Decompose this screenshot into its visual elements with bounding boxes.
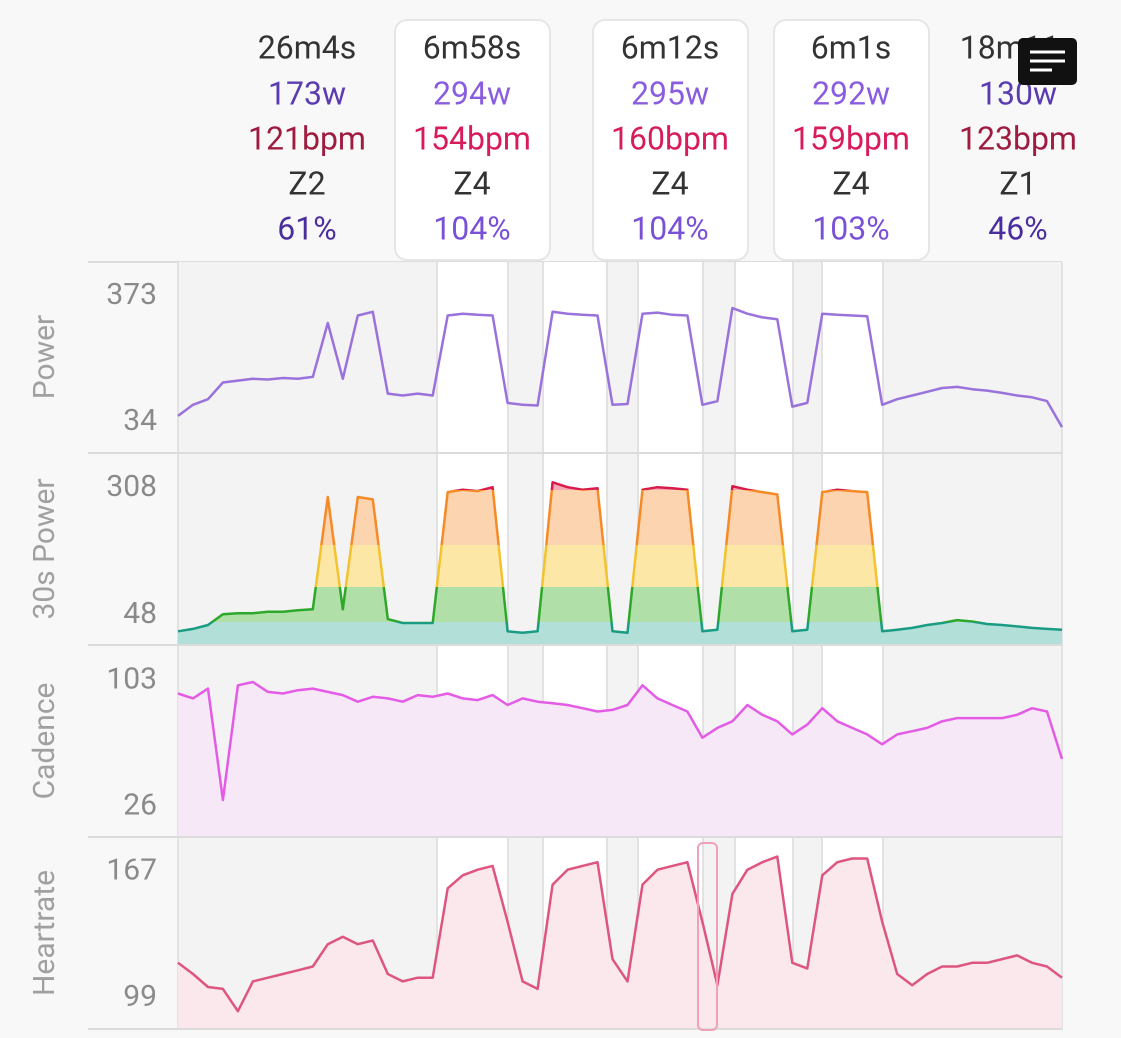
- y-tick-label: 308: [106, 469, 157, 504]
- summary-percent: 104%: [433, 209, 510, 247]
- summary-zone: Z1: [999, 164, 1036, 202]
- data-line: [177, 680, 1064, 802]
- interval-bg: [638, 262, 703, 452]
- summary-heartrate: 160bpm: [611, 119, 729, 157]
- y-axis-label: Heartrate: [27, 870, 62, 996]
- chart-panel: 48 308 30s Power: [27, 454, 1063, 646]
- chart-panel: 26 103 Cadence: [27, 646, 1064, 838]
- data-line: [177, 855, 1063, 1013]
- interval-card[interactable]: [394, 19, 551, 261]
- summary-duration: 26m4s: [258, 28, 357, 66]
- y-tick-label: 373: [106, 277, 157, 312]
- summary-heartrate: 154bpm: [413, 119, 531, 157]
- interval-card[interactable]: [773, 19, 930, 261]
- summary-percent: 46%: [988, 209, 1047, 247]
- summary-power: 294w: [433, 74, 511, 112]
- y-tick-label: 34: [123, 403, 157, 438]
- y-axis-label: Power: [27, 315, 62, 399]
- summary-power: 295w: [631, 74, 709, 112]
- y-axis-label: Cadence: [27, 683, 62, 800]
- data-line: [177, 481, 1063, 635]
- summary-power: 292w: [812, 74, 890, 112]
- summary-power: 173w: [268, 74, 346, 112]
- summary-zone: Z4: [651, 164, 688, 202]
- area-fill: [178, 856, 1062, 1028]
- plot-bg: [178, 262, 1062, 452]
- chart-panel: 34 373 Power: [27, 262, 1064, 454]
- panels: 34 373 Power 48 308 30s Power 26 103 Cadence 99 16…: [27, 261, 1064, 1030]
- selection-cursor[interactable]: [697, 842, 718, 1031]
- summary-duration: 6m12s: [621, 28, 720, 66]
- interval-bg: [437, 262, 508, 452]
- summary-percent: 104%: [631, 209, 708, 247]
- menu-icon[interactable]: [1018, 38, 1077, 85]
- summary-heartrate: 159bpm: [792, 119, 910, 157]
- area-fill: [178, 682, 1062, 836]
- y-tick-label: 103: [106, 661, 157, 696]
- y-axis-label: 30s Power: [27, 478, 62, 619]
- summary-zone: Z4: [453, 164, 490, 202]
- summary-duration: 6m58s: [423, 28, 522, 66]
- summary-heartrate: 123bpm: [959, 119, 1077, 157]
- y-tick-label: 48: [123, 596, 157, 631]
- summary-duration: 6m1s: [811, 28, 892, 66]
- interval-card[interactable]: [592, 19, 749, 261]
- y-tick-label: 26: [123, 787, 157, 822]
- interval-cards: [394, 19, 930, 261]
- chart-panel: 99 167 Heartrate: [27, 838, 1063, 1030]
- y-tick-label: 167: [106, 852, 157, 887]
- summary-zone: Z4: [832, 164, 869, 202]
- summary-percent: 103%: [812, 209, 889, 247]
- interval-bg: [543, 262, 607, 452]
- summary-zone: Z2: [288, 164, 325, 202]
- data-line: [177, 306, 1064, 428]
- y-tick-label: 99: [123, 979, 157, 1014]
- interval-summary: 26m4s 173w 121bpm Z2 61% 6m58s 294w 154bpm Z4 104…: [248, 28, 1077, 247]
- summary-heartrate: 121bpm: [248, 119, 366, 157]
- summary-percent: 61%: [277, 209, 336, 247]
